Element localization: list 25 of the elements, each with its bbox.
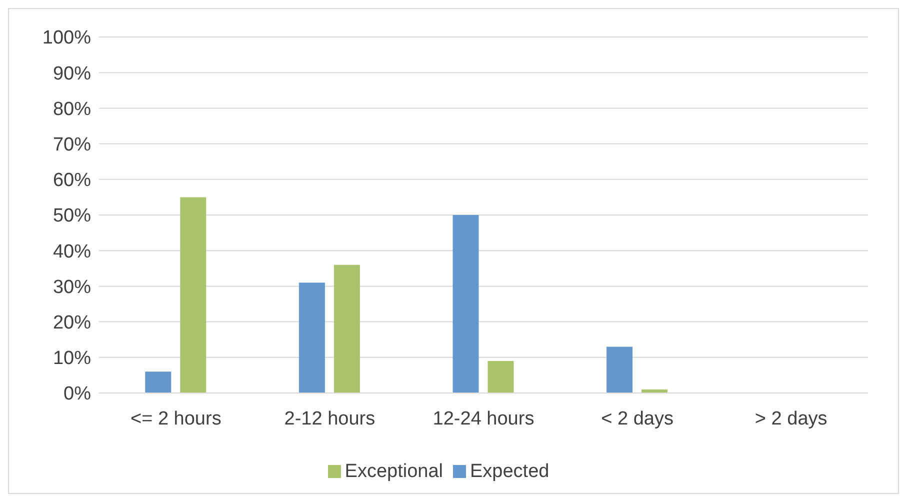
y-tick-label: 90% <box>52 63 92 84</box>
y-tick-label: 0% <box>64 384 92 405</box>
x-tick-label: < 2 days <box>601 408 674 430</box>
bar <box>145 372 172 393</box>
y-tick-label: 30% <box>52 276 92 298</box>
legend-label: Expected <box>470 461 550 482</box>
bar <box>488 360 514 393</box>
legend-label: Exceptional <box>344 461 443 482</box>
x-tick-label: 12-24 hours <box>432 408 534 430</box>
bar <box>452 215 479 393</box>
bar <box>180 197 206 393</box>
bar <box>298 282 325 393</box>
y-tick-label: 100% <box>42 28 92 49</box>
bar <box>606 346 633 393</box>
y-tick-label: 40% <box>52 241 92 262</box>
x-tick-label: <= 2 hours <box>130 408 222 430</box>
y-tick-label: 80% <box>52 98 92 120</box>
y-tick-label: 10% <box>52 348 92 370</box>
x-tick-label: > 2 days <box>754 408 828 430</box>
y-tick-label: 60% <box>52 170 92 192</box>
x-tick-label: 2-12 hours <box>284 408 376 430</box>
y-tick-label: 70% <box>52 134 92 156</box>
bar <box>334 264 360 393</box>
y-tick-label: 20% <box>52 312 92 334</box>
y-tick-label: 50% <box>52 206 92 227</box>
